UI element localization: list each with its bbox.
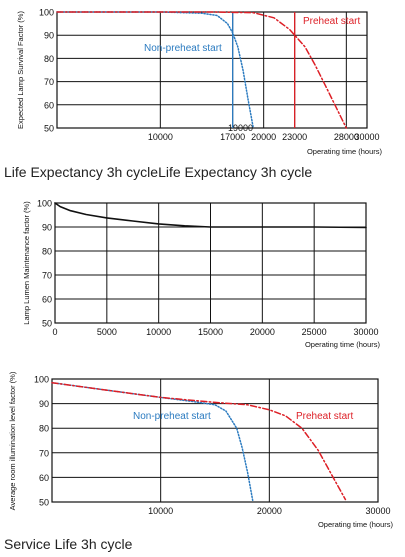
c3-ylabel: Average room illumination level factor (… bbox=[8, 371, 17, 510]
c3-xtick-label-30000: 30000 bbox=[365, 506, 390, 516]
c1-ytick-label-70: 70 bbox=[44, 77, 54, 87]
caption-life-expectancy: Life Expectancy 3h cycleLife Expectancy … bbox=[4, 164, 313, 180]
c3-ytick-label-90: 90 bbox=[39, 399, 49, 409]
c1-xlabel: Operating time (hours) bbox=[307, 147, 383, 156]
c1-xtick-label-20000: 20000 bbox=[251, 132, 276, 142]
c3-series-preheat-start bbox=[51, 381, 347, 501]
c2-ytick-label-100: 100 bbox=[37, 199, 52, 209]
c3-ytick-label-60: 60 bbox=[39, 473, 49, 483]
c3-ytick-label-50: 50 bbox=[39, 498, 49, 508]
c2-xtick-label-20000: 20000 bbox=[250, 327, 275, 337]
c2-xtick-label-15000: 15000 bbox=[198, 327, 223, 337]
c1-ytick-label-60: 60 bbox=[44, 100, 54, 110]
c2-ytick-label-80: 80 bbox=[42, 247, 52, 257]
c3-grid: 50 60 70 80 90 100 10000 20000 30000 bbox=[34, 375, 391, 517]
c3-xtick-label-20000: 20000 bbox=[257, 506, 282, 516]
c2-grid: 50 60 70 80 90 100 0 5000 10000 15000 20000 25000 30… bbox=[37, 199, 379, 338]
chart-life-expectancy: 50 60 70 80 90 100 10000 17000 20000 23000 2800030… bbox=[16, 8, 383, 157]
c1-annotation-19000: 19000 bbox=[228, 123, 253, 133]
c2-ytick-label-50: 50 bbox=[42, 319, 52, 329]
c2-ylabel: Lamp Lumen Maintenance factor (%) bbox=[22, 201, 31, 325]
c2-plot-frame bbox=[54, 202, 367, 324]
c1-annotation-non-preheat: Non-preheat start bbox=[144, 43, 222, 54]
c2-xtick-label-25000: 25000 bbox=[302, 327, 327, 337]
c2-series-series-0 bbox=[54, 202, 367, 229]
c1-ytick-label-100: 100 bbox=[39, 8, 54, 18]
chart-lumen-maintenance: 50 60 70 80 90 100 0 5000 10000 15000 20000 25000 30… bbox=[22, 199, 381, 350]
c2-xtick-label-30000: 30000 bbox=[353, 327, 378, 337]
c2-ytick-label-70: 70 bbox=[42, 271, 52, 281]
c1-xtick-label-10000: 10000 bbox=[148, 132, 173, 142]
c2-xtick-label-0: 0 bbox=[52, 327, 57, 337]
c3-plot-frame bbox=[51, 378, 379, 503]
c1-annotation-preheat: Preheat start bbox=[303, 16, 360, 27]
c1-grid: 50 60 70 80 90 100 10000 17000 20000 23000 2800030… bbox=[39, 8, 380, 143]
c3-series-non-preheat-start bbox=[51, 381, 254, 503]
c1-series-preheat-start bbox=[56, 11, 348, 129]
c1-ytick-label-50: 50 bbox=[44, 124, 54, 134]
chart-service-life: 50 60 70 80 90 100 10000 20000 30000 Operating t… bbox=[8, 371, 394, 529]
c3-ytick-label-100: 100 bbox=[34, 375, 49, 385]
c1-ylabel: Expected Lamp Survival Factor (%) bbox=[16, 11, 25, 129]
c2-xtick-label-5000: 5000 bbox=[97, 327, 117, 337]
c1-series-non-preheat-start bbox=[56, 11, 255, 129]
c3-ytick-label-80: 80 bbox=[39, 424, 49, 434]
c1-xtick-label-30000: 30000 bbox=[354, 132, 379, 142]
c1-xtick-label-23000: 23000 bbox=[282, 132, 307, 142]
c3-annotation-preheat: Preheat start bbox=[296, 411, 353, 422]
c3-ytick-label-70: 70 bbox=[39, 448, 49, 458]
c3-xtick-label-10000: 10000 bbox=[148, 506, 173, 516]
c2-xlabel: Operating time (hours) bbox=[305, 340, 381, 349]
c3-xlabel: Operating time (hours) bbox=[318, 520, 394, 529]
c3-annotation-non-preheat: Non-preheat start bbox=[133, 411, 211, 422]
c2-xtick-label-10000: 10000 bbox=[146, 327, 171, 337]
c1-xtick-label-17000: 17000 bbox=[220, 132, 245, 142]
c1-plot-frame bbox=[56, 11, 368, 129]
c2-ytick-label-90: 90 bbox=[42, 223, 52, 233]
caption-service-life: Service Life 3h cycle bbox=[4, 536, 133, 552]
c1-ytick-label-80: 80 bbox=[44, 54, 54, 64]
c2-ytick-label-60: 60 bbox=[42, 295, 52, 305]
c1-ytick-label-90: 90 bbox=[44, 31, 54, 41]
c1-xtick-label-28000: 28000 bbox=[334, 132, 359, 142]
